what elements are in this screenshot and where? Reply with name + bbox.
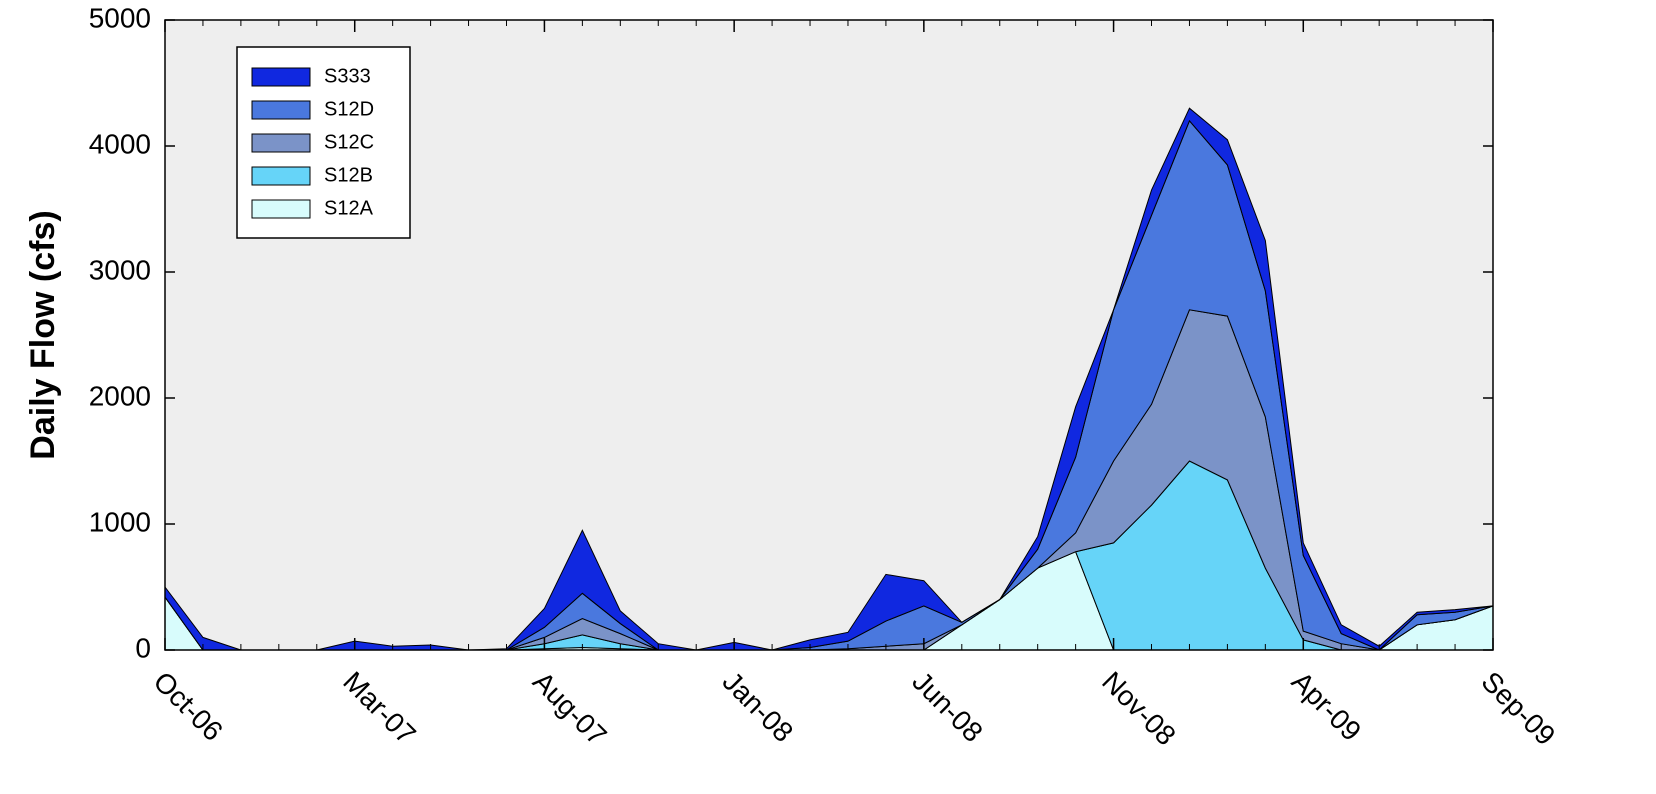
- legend-swatch: [251, 133, 311, 153]
- y-tick-label: 4000: [89, 128, 151, 159]
- x-tick-label: Sep-09: [1476, 666, 1562, 752]
- x-tick-label: Mar-07: [337, 666, 422, 751]
- legend-label: S12C: [324, 131, 374, 153]
- x-tick-label: Jun-08: [906, 666, 988, 748]
- y-tick-label: 5000: [89, 2, 151, 33]
- y-tick-label: 1000: [89, 506, 151, 537]
- legend-swatch: [251, 166, 311, 186]
- x-tick-label: Nov-08: [1096, 666, 1182, 752]
- area: [164, 107, 1494, 651]
- y-axis-title: Daily Flow (cfs): [24, 210, 62, 459]
- legend-swatch: [251, 100, 311, 120]
- plot-frame: [164, 19, 1494, 651]
- x-tick-label: Aug-07: [527, 666, 613, 752]
- legend-label: S333: [324, 65, 371, 87]
- legend-swatch: [251, 67, 311, 87]
- legend-label: S12D: [324, 98, 374, 120]
- x-tick-label: Jan-08: [717, 666, 799, 748]
- legend-label: S12B: [324, 164, 373, 186]
- legend-label: S12A: [324, 197, 374, 219]
- y-tick-label: 0: [135, 632, 151, 663]
- x-tick-label: Oct-06: [148, 666, 229, 747]
- y-tick-label: 3000: [89, 254, 151, 285]
- x-tick-label: Apr-09: [1286, 666, 1367, 747]
- y-tick-label: 2000: [89, 380, 151, 411]
- legend-swatch: [251, 199, 311, 219]
